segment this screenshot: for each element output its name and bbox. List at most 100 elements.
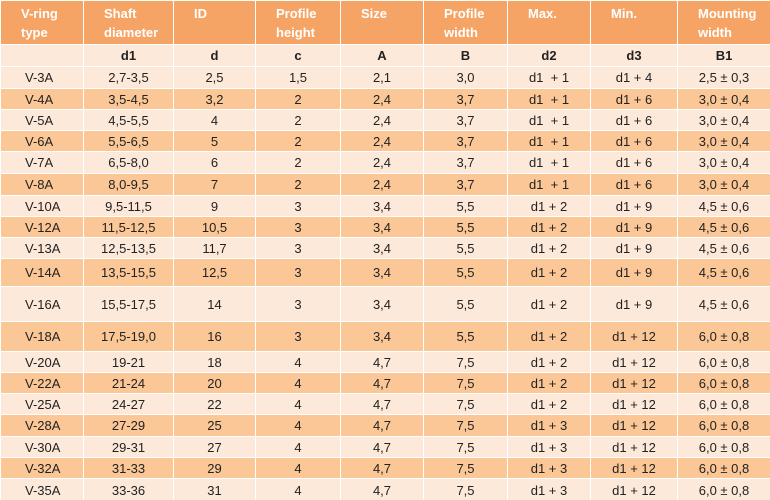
header-cell: Max. — [507, 0, 591, 45]
table-cell: 1,5 — [255, 66, 341, 89]
table-cell: V-4A — [0, 88, 84, 110]
table-row: V-28A 27-29 25 4 4,7 7,5 d1 + 3 d1 + 12 6,0 ± 0,… — [0, 414, 770, 437]
table-cell: d1 + 12 — [590, 351, 678, 373]
table-cell: 3,0 — [423, 66, 508, 89]
table-cell: 12,5-13,5 — [83, 237, 174, 259]
table-cell: 4,7 — [340, 351, 424, 373]
table-cell: 3,7 — [423, 130, 508, 152]
table-cell: d1 + 6 — [590, 109, 678, 131]
table-cell: 25 — [173, 414, 256, 437]
symbol-cell — [0, 44, 84, 67]
table-cell: 2,4 — [340, 151, 424, 174]
table-cell: 3 — [255, 216, 341, 238]
table-cell: 3,7 — [423, 88, 508, 110]
table-cell: 7,5 — [423, 436, 508, 458]
table-cell: 5,5-6,5 — [83, 130, 174, 152]
header-cell: Profile height — [255, 0, 341, 45]
table-cell: V-20A — [0, 351, 84, 373]
table-cell: d1 + 12 — [590, 372, 678, 394]
header-cell: Profile width — [423, 0, 508, 45]
symbol-cell: d2 — [507, 44, 591, 67]
table-cell: 3,7 — [423, 109, 508, 131]
table-cell: 4,7 — [340, 393, 424, 415]
table-cell: 4,7 — [340, 414, 424, 437]
table-cell: 2,1 — [340, 66, 424, 89]
table-cell: 24-27 — [83, 393, 174, 415]
table-cell: d1 + 9 — [590, 195, 678, 217]
table-cell: V-30A — [0, 436, 84, 458]
table-cell: 2 — [255, 109, 341, 131]
table-cell: 7,5 — [423, 414, 508, 437]
table-row: V-30A 29-31 27 4 4,7 7,5 d1 + 3 d1 + 12 6,0 ± 0,… — [0, 436, 770, 458]
table-cell: 6,0 ± 0,8 — [677, 372, 770, 394]
table-cell: 4 — [255, 478, 341, 500]
symbol-cell: B — [423, 44, 508, 67]
table-cell: d1 + 3 — [507, 457, 591, 479]
table-cell: d1 + 12 — [590, 321, 678, 352]
table-cell: d1 + 2 — [507, 237, 591, 259]
header-cell: V-ring type — [0, 0, 84, 45]
table-cell: 2 — [255, 151, 341, 174]
table-cell: 6,0 ± 0,8 — [677, 321, 770, 352]
table-cell: d1 + 12 — [590, 478, 678, 500]
table-cell: d1 + 6 — [590, 130, 678, 152]
table-cell: d1 + 2 — [507, 216, 591, 238]
table-cell: d1 + 1 — [507, 151, 591, 174]
table-cell: d1 + 2 — [507, 372, 591, 394]
table-cell: V-35A — [0, 478, 84, 500]
table-cell: 2,5 — [173, 66, 256, 89]
table-cell: 4 — [255, 372, 341, 394]
header-row: V-ring type Shaft diameter ID Profile heigh… — [0, 0, 770, 45]
table-cell: 33-36 — [83, 478, 174, 500]
table-cell: d1 + 3 — [507, 436, 591, 458]
table-cell: 18 — [173, 351, 256, 373]
table-cell: d1 + 1 — [507, 88, 591, 110]
table-row: V-25A 24-27 22 4 4,7 7,5 d1 + 2 d1 + 12 6,0 ± 0,… — [0, 393, 770, 415]
table-cell: d1 + 9 — [590, 237, 678, 259]
table-cell: 4,7 — [340, 436, 424, 458]
table-cell: d1 + 12 — [590, 393, 678, 415]
table-cell: 27 — [173, 436, 256, 458]
table-cell: 3,4 — [340, 237, 424, 259]
table-cell: d1 + 9 — [590, 216, 678, 238]
table-cell: 7,5 — [423, 351, 508, 373]
table-row: V-32A 31-33 29 4 4,7 7,5 d1 + 3 d1 + 12 6,0 ± 0,… — [0, 457, 770, 479]
table-cell: 6,0 ± 0,8 — [677, 393, 770, 415]
table-cell: 27-29 — [83, 414, 174, 437]
table-cell: d1 + 12 — [590, 457, 678, 479]
table-cell: 4,7 — [340, 478, 424, 500]
table-cell: 4 — [255, 351, 341, 373]
table-cell: 2,4 — [340, 130, 424, 152]
table-cell: 6,0 ± 0,8 — [677, 351, 770, 373]
table-cell: 3,7 — [423, 151, 508, 174]
table-cell: 2 — [255, 173, 341, 196]
table-row: V-16A 15,5-17,5 14 3 3,4 5,5 d1 + 2 d1 + 9 4,5 ±… — [0, 286, 770, 322]
table-cell: 21-24 — [83, 372, 174, 394]
table-cell: 4,7 — [340, 372, 424, 394]
table-cell: 4,5 ± 0,6 — [677, 258, 770, 287]
symbol-cell: c — [255, 44, 341, 67]
table-cell: 3,0 ± 0,4 — [677, 109, 770, 131]
table-cell: d1 + 3 — [507, 478, 591, 500]
table-cell: 3,4 — [340, 195, 424, 217]
table-cell: 3,4 — [340, 258, 424, 287]
table-cell: 15,5-17,5 — [83, 286, 174, 322]
symbol-cell: B1 — [677, 44, 770, 67]
table-cell: 14 — [173, 286, 256, 322]
table-cell: 16 — [173, 321, 256, 352]
table-cell: 6,0 ± 0,8 — [677, 414, 770, 437]
table-cell: V-6A — [0, 130, 84, 152]
table-cell: 3,4 — [340, 216, 424, 238]
table-cell: 31-33 — [83, 457, 174, 479]
table-cell: 29-31 — [83, 436, 174, 458]
table-cell: 11,7 — [173, 237, 256, 259]
table-cell: 3,7 — [423, 173, 508, 196]
header-cell: ID — [173, 0, 256, 45]
table-cell: V-5A — [0, 109, 84, 131]
symbol-cell: A — [340, 44, 424, 67]
table-cell: 5,5 — [423, 195, 508, 217]
table-cell: V-28A — [0, 414, 84, 437]
table-cell: d1 + 6 — [590, 173, 678, 196]
table-cell: d1 + 1 — [507, 130, 591, 152]
